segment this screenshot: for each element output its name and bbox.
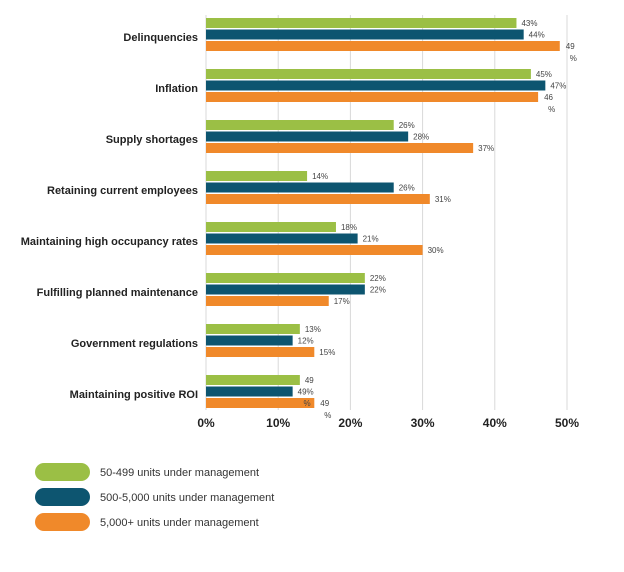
- data-label: 37%: [478, 144, 494, 153]
- bar: [206, 347, 315, 357]
- data-label: 31%: [435, 195, 451, 204]
- bar: [206, 80, 546, 91]
- data-label: 49%: [298, 388, 314, 397]
- category-label: Maintaining high occupancy rates: [21, 236, 198, 248]
- data-label: 13%: [305, 325, 321, 334]
- x-tick-label: 50%: [555, 416, 579, 430]
- category-label: Maintaining positive ROI: [70, 389, 198, 401]
- x-tick-label: 20%: [338, 416, 362, 430]
- bar: [206, 18, 517, 28]
- bar: [206, 194, 430, 204]
- bar: [206, 324, 300, 334]
- category-label: Supply shortages: [106, 134, 198, 146]
- category-label: Fulfilling planned maintenance: [37, 287, 198, 299]
- data-label: 26%: [399, 184, 415, 193]
- legend-label: 500-5,000 units under management: [100, 492, 274, 504]
- bar: [206, 296, 329, 306]
- data-label: 28%: [413, 133, 429, 142]
- category-label: Retaining current employees: [47, 185, 198, 197]
- data-label-suffix: %: [570, 54, 577, 63]
- bar: [206, 222, 336, 232]
- data-label: 21%: [363, 235, 379, 244]
- bar: [206, 245, 423, 255]
- category-label: Government regulations: [71, 338, 198, 350]
- data-label: 26%: [399, 121, 415, 130]
- bar: [206, 386, 293, 397]
- legend-swatch: [35, 463, 90, 481]
- legend-swatch: [35, 513, 90, 531]
- bar: [206, 120, 394, 130]
- data-label: 17%: [334, 297, 350, 306]
- bar: [206, 69, 531, 79]
- bar: [206, 171, 308, 181]
- bar: [206, 182, 394, 193]
- bar: [206, 92, 539, 102]
- bar: [206, 335, 293, 346]
- data-label: 30%: [428, 246, 444, 255]
- bar: [206, 398, 315, 408]
- data-label: 47%: [550, 82, 566, 91]
- x-tick-label: 40%: [483, 416, 507, 430]
- x-tick-label: 10%: [266, 416, 290, 430]
- bar: [206, 273, 365, 283]
- data-label: 49: [320, 399, 329, 408]
- data-label: 49: [566, 42, 575, 51]
- legend-label: 50-499 units under management: [100, 467, 259, 479]
- category-label: Delinquencies: [123, 32, 198, 44]
- x-tick-label: 0%: [197, 416, 215, 430]
- data-label: 22%: [370, 274, 386, 283]
- bar: [206, 41, 560, 51]
- bar: [206, 131, 409, 142]
- data-label: 18%: [341, 223, 357, 232]
- data-label: 46: [544, 93, 553, 102]
- data-label: 14%: [312, 172, 328, 181]
- bar: [206, 375, 300, 385]
- category-label: Inflation: [155, 83, 198, 95]
- data-label-extra: %: [303, 399, 310, 408]
- legend-label: 5,000+ units under management: [100, 517, 259, 529]
- data-label: 44%: [529, 31, 545, 40]
- bar: [206, 233, 358, 244]
- data-label: 43%: [521, 19, 537, 28]
- data-label: 22%: [370, 286, 386, 295]
- data-label: 45%: [536, 70, 552, 79]
- x-tick-label: 30%: [411, 416, 435, 430]
- legend-swatch: [35, 488, 90, 506]
- bar: [206, 143, 474, 153]
- data-label: 15%: [319, 348, 335, 357]
- data-label-suffix: %: [548, 105, 555, 114]
- data-label-suffix: %: [324, 411, 331, 420]
- data-label: 12%: [298, 337, 314, 346]
- data-label: 49: [305, 376, 314, 385]
- bar: [206, 29, 524, 40]
- bar: [206, 284, 365, 295]
